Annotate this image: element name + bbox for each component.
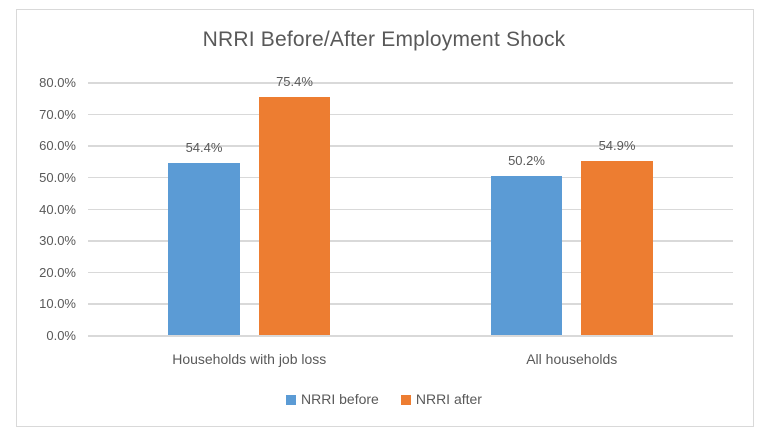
data-label-nrri-after-all-households: 54.9% [598,138,636,154]
x-axis-category-households-with-job-loss: Households with job loss [172,351,327,367]
gridline-80-0 [88,82,733,84]
y-axis-tick-50-0: 50.0% [39,169,76,185]
y-axis-tick-20-0: 20.0% [39,264,76,280]
gridline-60-0 [88,145,733,147]
legend-swatch-icon-nrri-before [286,394,297,405]
gridline-20-0 [88,271,733,274]
data-label-nrri-before-all-households: 50.2% [508,153,545,169]
y-axis-tick-10-0: 10.0% [39,296,76,312]
y-axis-tick-80-0: 80.0% [39,75,76,90]
y-axis-tick-40-0: 40.0% [39,201,76,217]
y-axis-tick-60-0: 60.0% [39,138,76,154]
y-axis-tick-0-0: 0.0% [46,328,76,343]
legend-item-nrri-after: NRRI after [400,391,482,407]
gridline-10-0 [88,303,733,305]
x-axis-category-all-households: All households [526,351,618,367]
data-label-nrri-before-households-with-job-loss: 54.4% [185,139,223,155]
gridline-30-0 [88,240,733,242]
gridline-0-0 [88,335,733,337]
bar-nrri-after-all-households [581,161,653,335]
chart-title: NRRI Before/After Employment Shock [202,28,566,51]
gridline-40-0 [88,208,733,210]
legend: NRRI before NRRI after [16,391,752,407]
bar-nrri-before-all-households [490,176,563,335]
bar-nrri-before-households-with-job-loss [168,162,240,335]
legend-label-nrri-before: NRRI before [301,391,379,407]
data-label-nrri-after-households-with-job-loss: 75.4% [276,73,313,89]
y-axis-tick-30-0: 30.0% [39,233,76,249]
legend-item-nrri-before: NRRI before [286,391,379,407]
legend-swatch-icon-nrri-after [400,394,411,405]
bar-nrri-after-households-with-job-loss [258,96,331,335]
y-axis-tick-70-0: 70.0% [39,106,76,122]
gridline-70-0 [88,113,733,116]
gridline-50-0 [88,176,733,179]
legend-label-nrri-after: NRRI after [415,391,482,407]
